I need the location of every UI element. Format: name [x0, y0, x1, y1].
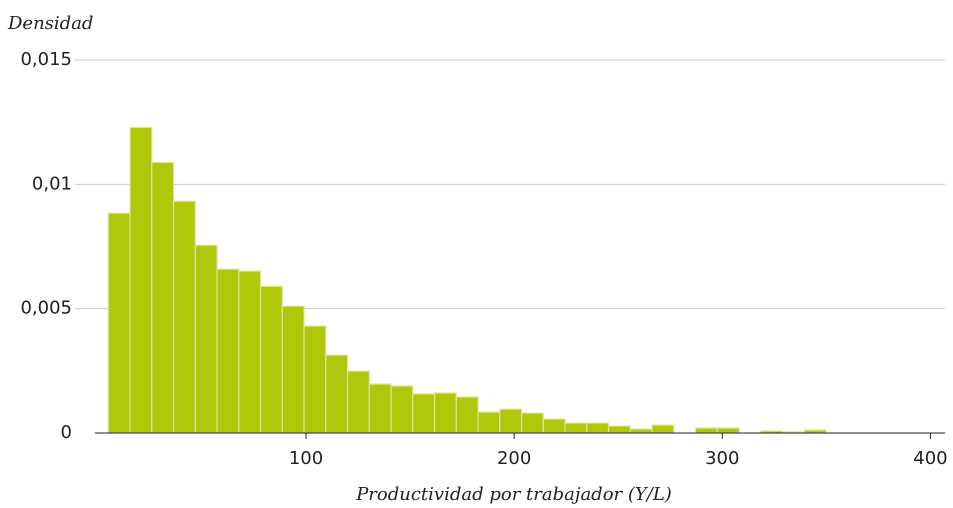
- bar: [477, 411, 501, 434]
- x-axis-title: Productividad por trabajador (Y/L): [355, 484, 672, 505]
- y-axis-title: Densidad: [7, 13, 93, 34]
- bar: [194, 244, 218, 434]
- bar: [107, 212, 131, 434]
- bar: [412, 393, 436, 434]
- bar: [259, 285, 283, 434]
- bar: [238, 270, 262, 434]
- y-tick-label: 0: [61, 422, 72, 443]
- bar: [172, 200, 196, 434]
- bar: [346, 370, 370, 434]
- bar: [629, 428, 653, 434]
- bar: [368, 383, 392, 434]
- bar: [390, 385, 414, 434]
- x-tick-label: 300: [705, 448, 739, 469]
- y-tick-label: 0,015: [20, 49, 72, 70]
- bar: [607, 425, 631, 434]
- bar: [520, 412, 544, 434]
- bar: [151, 161, 175, 434]
- bar: [433, 392, 457, 434]
- bar: [325, 354, 349, 434]
- x-tick-label: 100: [289, 448, 323, 469]
- x-tick-label: 200: [497, 448, 531, 469]
- y-tick-label: 0,005: [20, 298, 72, 319]
- bar: [542, 418, 566, 434]
- bar: [499, 408, 523, 434]
- bar: [716, 427, 740, 434]
- bar: [586, 422, 610, 434]
- bar: [564, 422, 588, 434]
- bar: [129, 126, 153, 434]
- bar: [651, 424, 675, 434]
- bar: [281, 305, 305, 434]
- y-tick-label: 0,01: [32, 173, 72, 194]
- bar: [216, 268, 240, 434]
- x-tick-label: 400: [913, 448, 947, 469]
- bar: [694, 427, 718, 434]
- bar: [303, 325, 327, 434]
- bar: [455, 396, 479, 434]
